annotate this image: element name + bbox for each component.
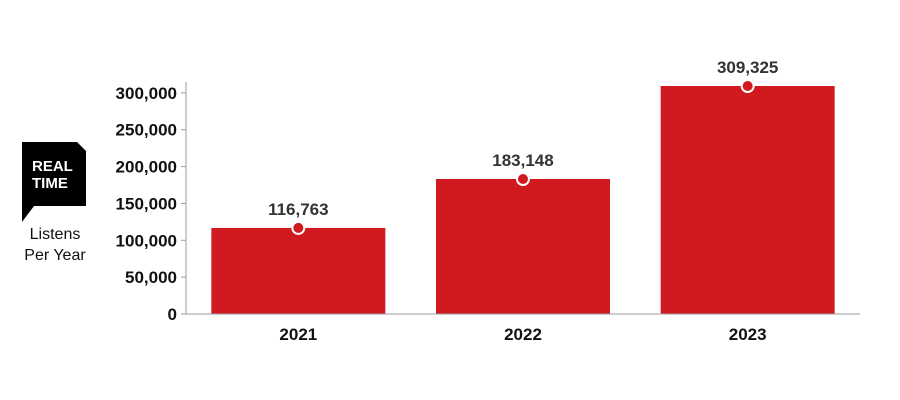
value-marker <box>516 172 530 187</box>
bars <box>211 86 835 314</box>
bar-2023 <box>660 86 835 314</box>
value-markers <box>291 79 755 235</box>
y-tick-label: 50,000 <box>125 268 177 287</box>
data-label: 116,763 <box>268 200 329 219</box>
y-axis-label: Listens Per Year <box>14 224 96 266</box>
y-axis-label-line2: Per Year <box>24 247 86 264</box>
x-axis-ticks: 2021 2022 2023 <box>279 325 766 344</box>
data-labels: 116,763 183,148 309,325 <box>268 58 778 219</box>
bar-2021 <box>211 227 386 314</box>
data-label: 183,148 <box>492 151 553 170</box>
y-tick-label: 0 <box>168 305 177 324</box>
y-tick-label: 300,000 <box>116 84 177 103</box>
y-tick-label: 100,000 <box>116 231 177 250</box>
value-marker <box>291 220 306 235</box>
data-label: 309,325 <box>717 58 778 77</box>
x-tick-label: 2023 <box>729 325 767 344</box>
value-marker <box>740 79 755 93</box>
x-tick-label: 2021 <box>279 325 317 344</box>
real-time-logo: REAL TIME <box>22 142 86 224</box>
y-tick-label: 250,000 <box>116 121 177 140</box>
logo-text-line2: TIME <box>32 175 68 192</box>
x-tick-label: 2022 <box>504 325 542 344</box>
logo-text-line1: REAL <box>32 158 73 175</box>
y-axis-ticks: 0 50,000 100,000 150,000 200,000 250,000 300,0… <box>116 84 186 324</box>
y-axis-label-line1: Listens <box>29 226 81 243</box>
y-tick-label: 150,000 <box>116 194 177 213</box>
y-tick-label: 200,000 <box>116 158 177 177</box>
bar-2022 <box>436 179 610 314</box>
